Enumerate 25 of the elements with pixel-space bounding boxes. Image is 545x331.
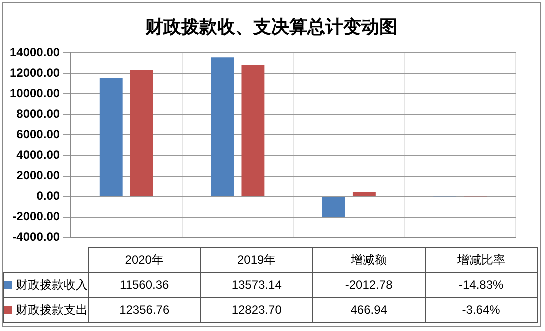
data-label: 13573.14 [200, 272, 313, 298]
y-tick-label: 6000.00 [16, 128, 60, 142]
data-label: -3.64% [425, 298, 538, 322]
y-tick-label: -2000.00 [12, 210, 60, 224]
data-label: -2012.78 [312, 272, 426, 298]
y-tick-label: 12000.00 [10, 66, 60, 80]
data-label: 11560.36 [88, 272, 201, 298]
y-tick-label: 10000.00 [10, 86, 60, 101]
y-tick-label: 0.00 [36, 189, 60, 204]
y-tick-label: 8000.00 [16, 107, 60, 122]
y-tick-label: 4000.00 [16, 148, 60, 162]
y-tick-label: 14000.00 [10, 46, 60, 60]
legend-label: 财政拨款收入 [4, 272, 88, 298]
data-label: -14.83% [425, 272, 538, 298]
x-tick-label: 增减额 [312, 248, 426, 272]
chart-title: 财政拨款收、支决算总计变动图 [144, 16, 398, 39]
y-tick-label: 2000.00 [16, 168, 60, 183]
x-tick-label: 增减比率 [425, 248, 538, 272]
data-label: 12356.76 [88, 298, 201, 322]
x-tick-label: 2020年 [88, 248, 201, 272]
data-label: 12823.70 [200, 298, 313, 322]
y-tick-label: -4000.00 [12, 230, 60, 244]
legend-label: 财政拨款支出 [4, 298, 88, 322]
x-tick-label: 2019年 [200, 248, 313, 272]
data-label: 466.94 [312, 298, 426, 322]
